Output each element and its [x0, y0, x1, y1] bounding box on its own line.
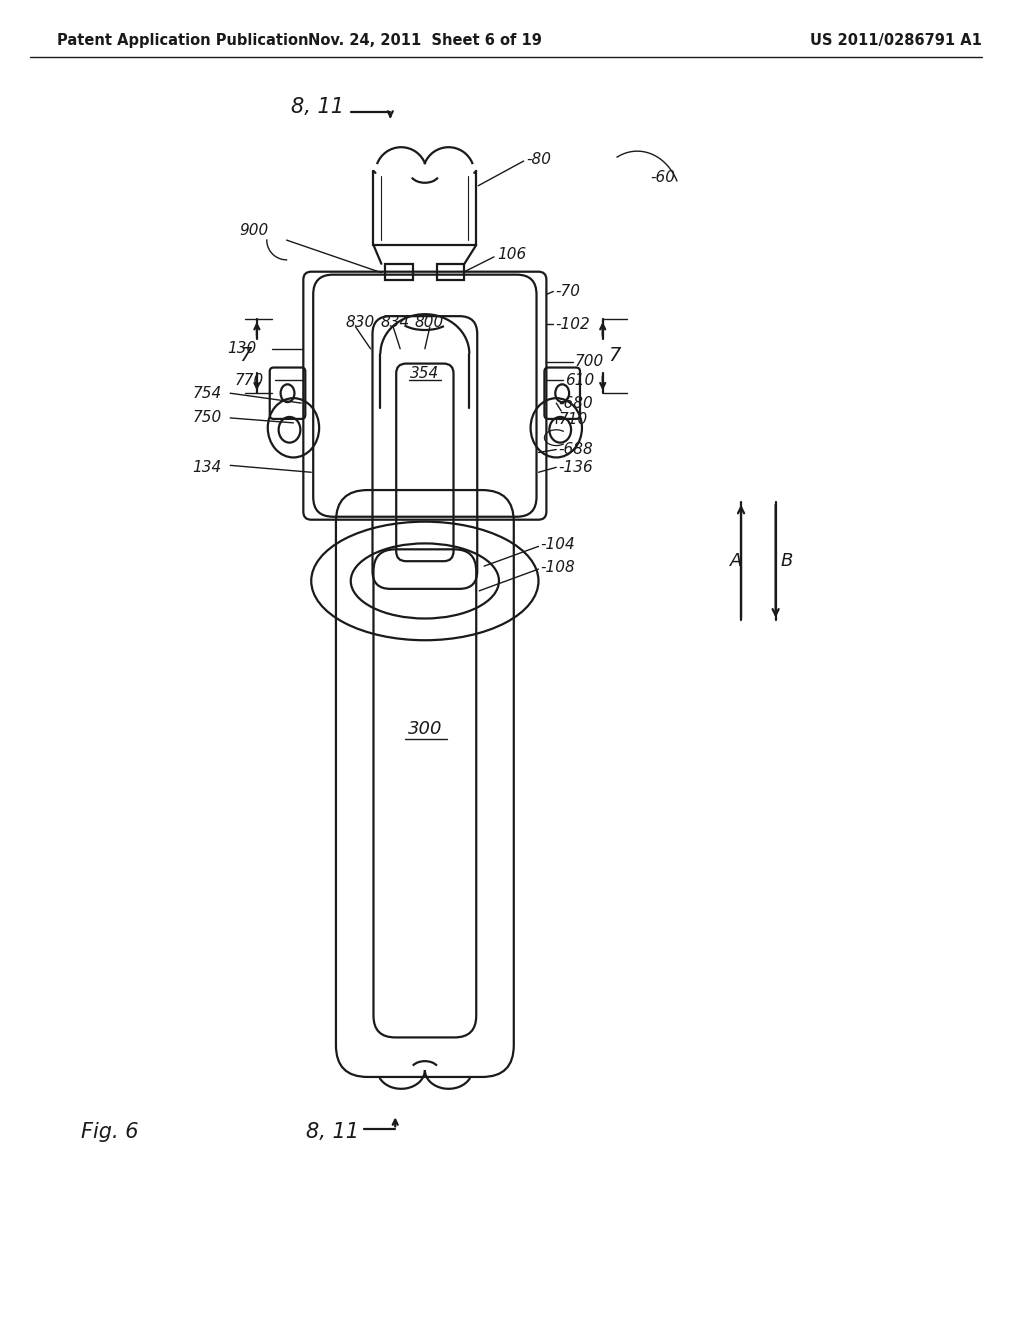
Text: 834: 834 — [380, 314, 410, 330]
Text: US 2011/0286791 A1: US 2011/0286791 A1 — [810, 33, 982, 48]
Text: 354: 354 — [411, 366, 439, 381]
Text: 770: 770 — [234, 372, 263, 388]
Text: -80: -80 — [526, 152, 552, 166]
Text: Fig. 6: Fig. 6 — [81, 1122, 138, 1142]
Text: Nov. 24, 2011  Sheet 6 of 19: Nov. 24, 2011 Sheet 6 of 19 — [308, 33, 542, 48]
Text: 130: 130 — [227, 342, 256, 356]
Text: 610: 610 — [565, 372, 594, 388]
Text: 900: 900 — [240, 223, 268, 238]
Text: A: A — [730, 552, 742, 570]
Text: 8, 11: 8, 11 — [306, 1122, 359, 1142]
Bar — [436, 264, 465, 280]
Text: 830: 830 — [346, 314, 375, 330]
Text: B: B — [780, 552, 793, 570]
Text: 8, 11: 8, 11 — [292, 96, 344, 116]
Text: -680: -680 — [558, 396, 593, 411]
Text: -688: -688 — [558, 442, 593, 457]
Text: 106: 106 — [497, 247, 526, 263]
Text: 300: 300 — [408, 721, 442, 738]
Text: -136: -136 — [558, 459, 593, 475]
Bar — [385, 264, 413, 280]
Text: Patent Application Publication: Patent Application Publication — [57, 33, 309, 48]
Text: 800: 800 — [415, 314, 444, 330]
Text: 754: 754 — [193, 385, 222, 401]
Text: 710: 710 — [558, 412, 588, 428]
Text: 134: 134 — [193, 459, 222, 475]
Text: 750: 750 — [193, 411, 222, 425]
Text: -104: -104 — [541, 537, 575, 552]
Text: 7: 7 — [239, 346, 251, 366]
Text: -60: -60 — [650, 170, 675, 185]
Text: 700: 700 — [575, 354, 604, 370]
Text: -102: -102 — [555, 317, 590, 331]
Text: 7: 7 — [608, 346, 621, 366]
Text: -70: -70 — [555, 284, 581, 298]
Text: -108: -108 — [541, 560, 575, 574]
